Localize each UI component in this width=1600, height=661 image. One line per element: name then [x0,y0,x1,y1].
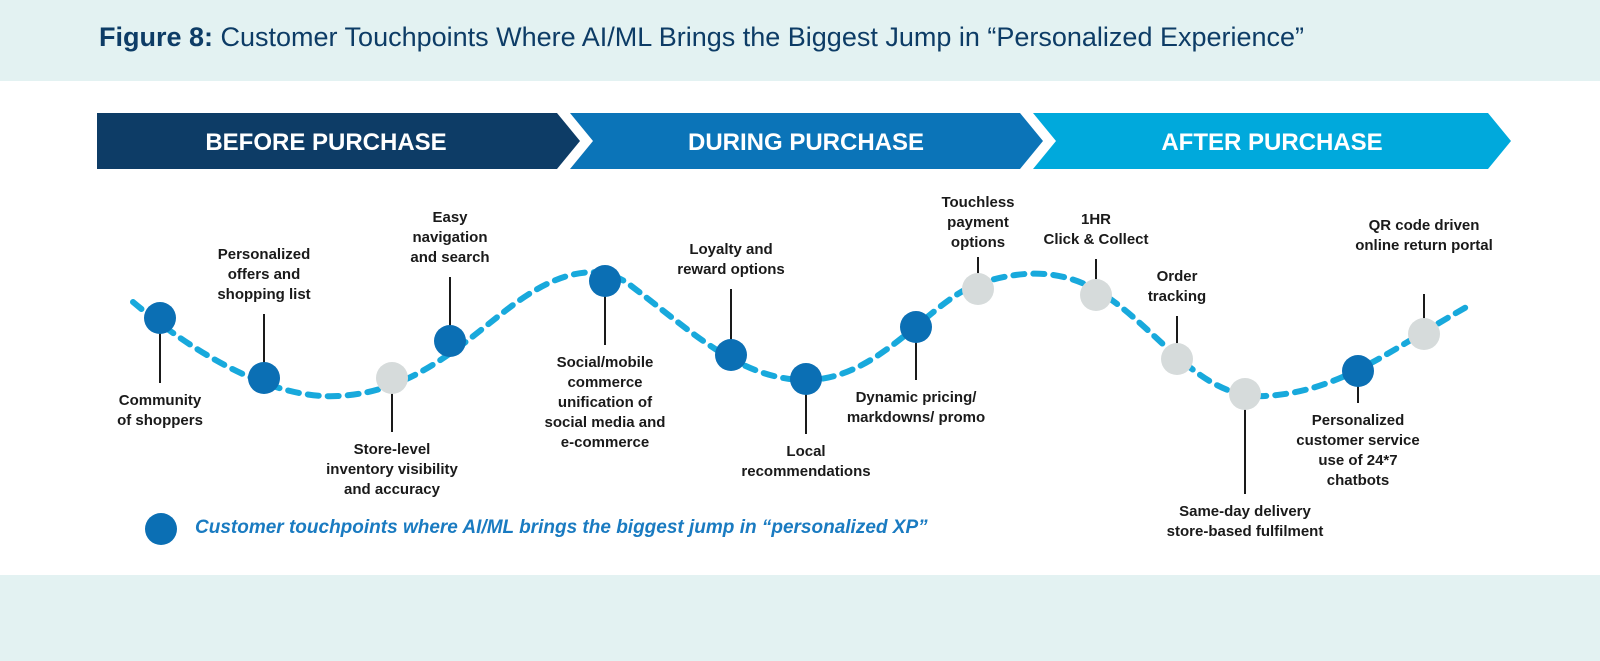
touchpoint-label-line: offers and [228,266,301,283]
touchpoint-label-line: Dynamic pricing/ [856,389,978,406]
touchpoint-label-line: use of 24*7 [1318,452,1397,469]
stage-arrow-3 [1033,113,1511,169]
stage-arrow-2 [570,113,1043,169]
touchpoint-label-9: Touchless payment options [941,194,1014,251]
touchpoint-label-line: Local [786,443,825,460]
touchpoint-label-line: Order [1157,268,1198,285]
touchpoint-label-line: Store-level [354,441,431,458]
touchpoint-label-line: Click & Collect [1043,231,1148,248]
touchpoint-label-4: Easy navigation and search [410,209,489,266]
touchpoint-marker-11 [1161,343,1193,375]
touchpoint-label-6: Loyalty and reward options [677,241,785,278]
touchpoint-label-line: options [951,234,1005,251]
figure-title: Figure 8: Customer Touchpoints Where AI/… [99,22,1304,53]
touchpoint-label-line: social media and [545,414,666,431]
touchpoint-label-line: Same-day delivery [1179,503,1311,520]
touchpoint-marker-3 [376,362,408,394]
touchpoint-marker-10 [1080,279,1112,311]
touchpoint-label-11: Order tracking [1148,268,1206,305]
header-band: Figure 8: Customer Touchpoints Where AI/… [0,0,1600,81]
touchpoint-label-line: and search [410,249,489,266]
touchpoint-label-line: tracking [1148,288,1206,305]
touchpoint-label-14: QR code driven online return portal [1355,217,1493,254]
touchpoint-label-line: of shoppers [117,412,203,429]
touchpoint-label-3: Store-level inventory visibility and accur… [326,441,458,498]
footer-band [0,575,1600,661]
touchpoint-label-2: Personalized offers and shopping list [217,246,310,303]
touchpoint-label-8: Dynamic pricing/markdowns/ promo [847,389,985,426]
touchpoint-label-line: unification of [558,394,653,411]
touchpoint-label-7: Local recommendations [741,443,870,480]
touchpoint-label-line: commerce [567,374,642,391]
figure-title-text: Customer Touchpoints Where AI/ML Brings … [213,22,1305,52]
figure-number: Figure 8: [99,22,214,52]
stage-label-1: BEFORE PURCHASE [205,129,446,156]
stage-arrows: BEFORE PURCHASE DURING PURCHASE AFTER PURC… [97,113,1511,169]
touchpoint-label-line: e-commerce [561,434,649,451]
stage-arrow-1 [97,113,580,169]
touchpoint-label-1: Community of shoppers [117,392,203,429]
touchpoint-label-line: and accuracy [344,481,441,498]
touchpoint-label-13: Personalized customer service use of 24*7 c… [1296,412,1419,489]
legend-marker [145,513,177,545]
stage-label-2: DURING PURCHASE [688,129,924,156]
touchpoint-label-line: reward options [677,261,785,278]
touchpoint-marker-4 [434,325,466,357]
touchpoint-label-line: shopping list [217,286,310,303]
touchpoint-marker-14 [1408,318,1440,350]
touchpoint-label-line: Social/mobile [557,354,654,371]
touchpoint-marker-13 [1342,355,1374,387]
touchpoint-label-line: chatbots [1327,472,1390,489]
touchpoint-label-line: online return portal [1355,237,1493,254]
touchpoint-label-line: Loyalty and [689,241,772,258]
touchpoint-marker-8 [900,311,932,343]
touchpoint-label-line: Touchless [941,194,1014,211]
touchpoints: Community of shoppers Personalized offers a… [117,194,1493,540]
touchpoint-label-line: payment [947,214,1009,231]
touchpoint-label-line: navigation [412,229,487,246]
touchpoint-label-line: Community [119,392,202,409]
touchpoint-marker-7 [790,363,822,395]
touchpoint-marker-5 [589,265,621,297]
stage-label-3: AFTER PURCHASE [1161,129,1382,156]
touchpoint-marker-1 [144,302,176,334]
touchpoint-label-5: Social/mobile commerce unification of socia… [545,354,666,451]
touchpoint-label-line: customer service [1296,432,1419,449]
touchpoint-marker-12 [1229,378,1261,410]
touchpoint-label-line: 1HR [1081,211,1111,228]
touchpoint-label-12: Same-day delivery store-based fulfilment [1167,503,1324,540]
touchpoint-label-line: store-based fulfilment [1167,523,1324,540]
touchpoint-label-line: Personalized [218,246,311,263]
touchpoint-marker-9 [962,273,994,305]
touchpoint-marker-6 [715,339,747,371]
touchpoint-label-line: QR code driven [1369,217,1480,234]
touchpoint-label-10: 1HR Click & Collect [1043,211,1148,248]
touchpoint-label-line: inventory visibility [326,461,458,478]
touchpoint-marker-2 [248,362,280,394]
touchpoint-label-line: Personalized [1312,412,1405,429]
touchpoint-label-line: markdowns/ promo [847,409,985,426]
touchpoint-label-line: Easy [432,209,468,226]
touchpoint-label-line: recommendations [741,463,870,480]
legend-label: Customer touchpoints where AI/ML brings … [195,517,928,538]
